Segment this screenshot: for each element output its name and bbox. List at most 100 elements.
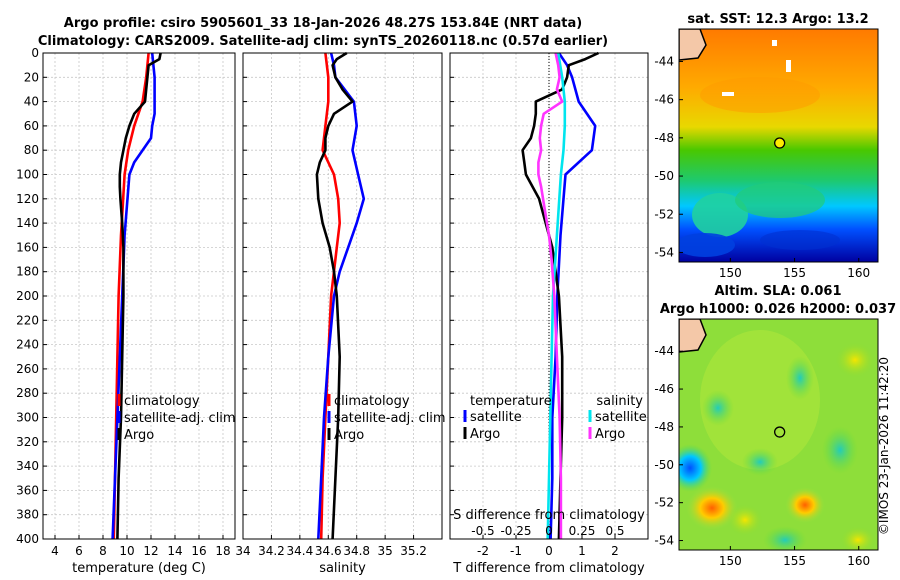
legend-label: Argo [595,427,625,442]
y-tick-label: 160 [16,240,39,254]
x-tick-label: 10 [119,544,134,558]
axes-frame [42,52,236,540]
x-tick-label: 34.4 [286,544,313,558]
s-axis-label: S difference from climatology [453,508,645,523]
temperature-panel: 4 6 8 10 12 14 16 18020406080100120140160180200… [16,46,236,576]
y-tick-label: 240 [16,338,39,352]
map-y-tick-label: -44 [654,54,674,68]
axes-frame [242,52,443,540]
y-tick-label: 260 [16,362,39,376]
map-x-tick-label: 155 [783,266,806,280]
imos-credit: ©IMOS 23-Jan-2026 11:42:20 [877,357,891,535]
y-tick-label: 20 [24,70,39,84]
series-line-argo [315,51,354,540]
map-y-tick-label: -54 [654,534,674,548]
x-tick-label: 35.2 [400,544,427,558]
s-axis-tick-label: -0.25 [500,524,531,538]
map-y-tick-label: -52 [654,207,674,221]
y-tick-label: 400 [16,532,39,546]
map-y-tick-label: -48 [654,131,674,145]
legend-temperature-title: temperature [470,394,552,409]
y-tick-label: 380 [16,508,39,522]
x-axis-label: temperature (deg C) [72,561,206,576]
x-tick-label: 16 [191,544,206,558]
sst-map-title: sat. SST: 12.3 Argo: 13.2 [687,12,868,27]
map-y-tick-label: -50 [654,169,674,183]
y-tick-label: 80 [24,143,39,157]
sla-map-axes: 150 155 160 -44 -46 -48 -50 -52 -54 [654,344,870,568]
legend-label: satellite [595,410,647,425]
map-y-tick-label: -44 [654,344,674,358]
x-tick-label: 34.2 [258,544,285,558]
series-line-argo [116,52,162,540]
x-tick-label: 2 [611,544,619,558]
x-tick-label: 14 [167,544,182,558]
y-tick-label: 220 [16,313,39,327]
map-y-tick-label: -54 [654,245,674,259]
series-line-s-satellite [546,52,567,540]
x-tick-label: 8 [99,544,107,558]
legend-label: climatology [334,394,410,409]
axes-frame [449,52,649,540]
map-y-tick-label: -46 [654,93,674,107]
y-tick-label: 60 [24,119,39,133]
sla-map-title-2: Argo h1000: 0.026 h2000: 0.037 [660,302,896,317]
legend-label: Argo [470,427,500,442]
series-line-t-argo [521,51,600,540]
difference-panel: -2 -1 0 1 2 T difference from climatology temp… [449,51,649,576]
s-axis-tick-label: 0 [545,524,553,538]
salinity-panel: 34 34.2 34.4 34.6 34.8 35 35.2 salinity climatol… [235,51,446,576]
map-y-tick-label: -46 [654,382,674,396]
y-tick-label: 340 [16,459,39,473]
y-tick-label: 360 [16,483,39,497]
x-tick-label: 34.6 [315,544,342,558]
s-axis-tick-label: 0.5 [605,524,624,538]
legend-label: Argo [124,428,154,443]
x-axis-label: T difference from climatology [452,561,645,576]
sla-map-title-1: Altim. SLA: 0.061 [715,284,842,299]
sst-float-marker [774,137,786,149]
legend-salinity-title: salinity [596,394,643,409]
y-tick-label: 0 [31,46,39,60]
sla-float-marker [774,426,786,438]
s-axis-tick-label: 0.25 [569,524,596,538]
series-line-satellite-adj-clim [317,52,366,540]
x-tick-label: 6 [75,544,83,558]
legend-label: satellite [470,410,522,425]
map-x-tick-label: 160 [847,266,870,280]
s-axis-tick-label: -0.5 [471,524,494,538]
x-tick-label: 35 [378,544,393,558]
map-y-tick-label: -52 [654,496,674,510]
map-x-tick-label: 150 [719,266,742,280]
map-x-tick-label: 160 [847,554,870,568]
legend-label: satellite-adj. clim [124,411,236,426]
y-tick-label: 120 [16,192,39,206]
map-x-tick-label: 155 [783,554,806,568]
map-y-tick-label: -48 [654,420,674,434]
x-tick-label: -1 [510,544,522,558]
y-tick-label: 200 [16,289,39,303]
legend-label: satellite-adj. clim [334,411,446,426]
title-line-1: Argo profile: csiro 5905601_33 18-Jan-20… [64,16,582,31]
x-tick-label: 34.8 [343,544,370,558]
series-line-satellite-adj-clim [111,52,156,540]
legend-label: Argo [334,428,364,443]
sst-map-axes: 150 155 160 -44 -46 -48 -50 -52 -54 [654,54,870,280]
y-tick-label: 100 [16,168,39,182]
y-tick-label: 40 [24,95,39,109]
x-tick-label: 4 [51,544,59,558]
y-tick-label: 300 [16,411,39,425]
series-line-s-argo [537,52,564,539]
series-line-t-satellite [549,52,597,540]
x-tick-label: -2 [477,544,489,558]
x-tick-label: 0 [545,544,553,558]
y-tick-label: 320 [16,435,39,449]
y-tick-label: 180 [16,265,39,279]
legend-label: climatology [124,394,200,409]
map-y-tick-label: -50 [654,458,674,472]
y-tick-label: 140 [16,216,39,230]
sla-map-image [679,319,878,550]
map-x-tick-label: 150 [719,554,742,568]
x-tick-label: 34 [235,544,250,558]
